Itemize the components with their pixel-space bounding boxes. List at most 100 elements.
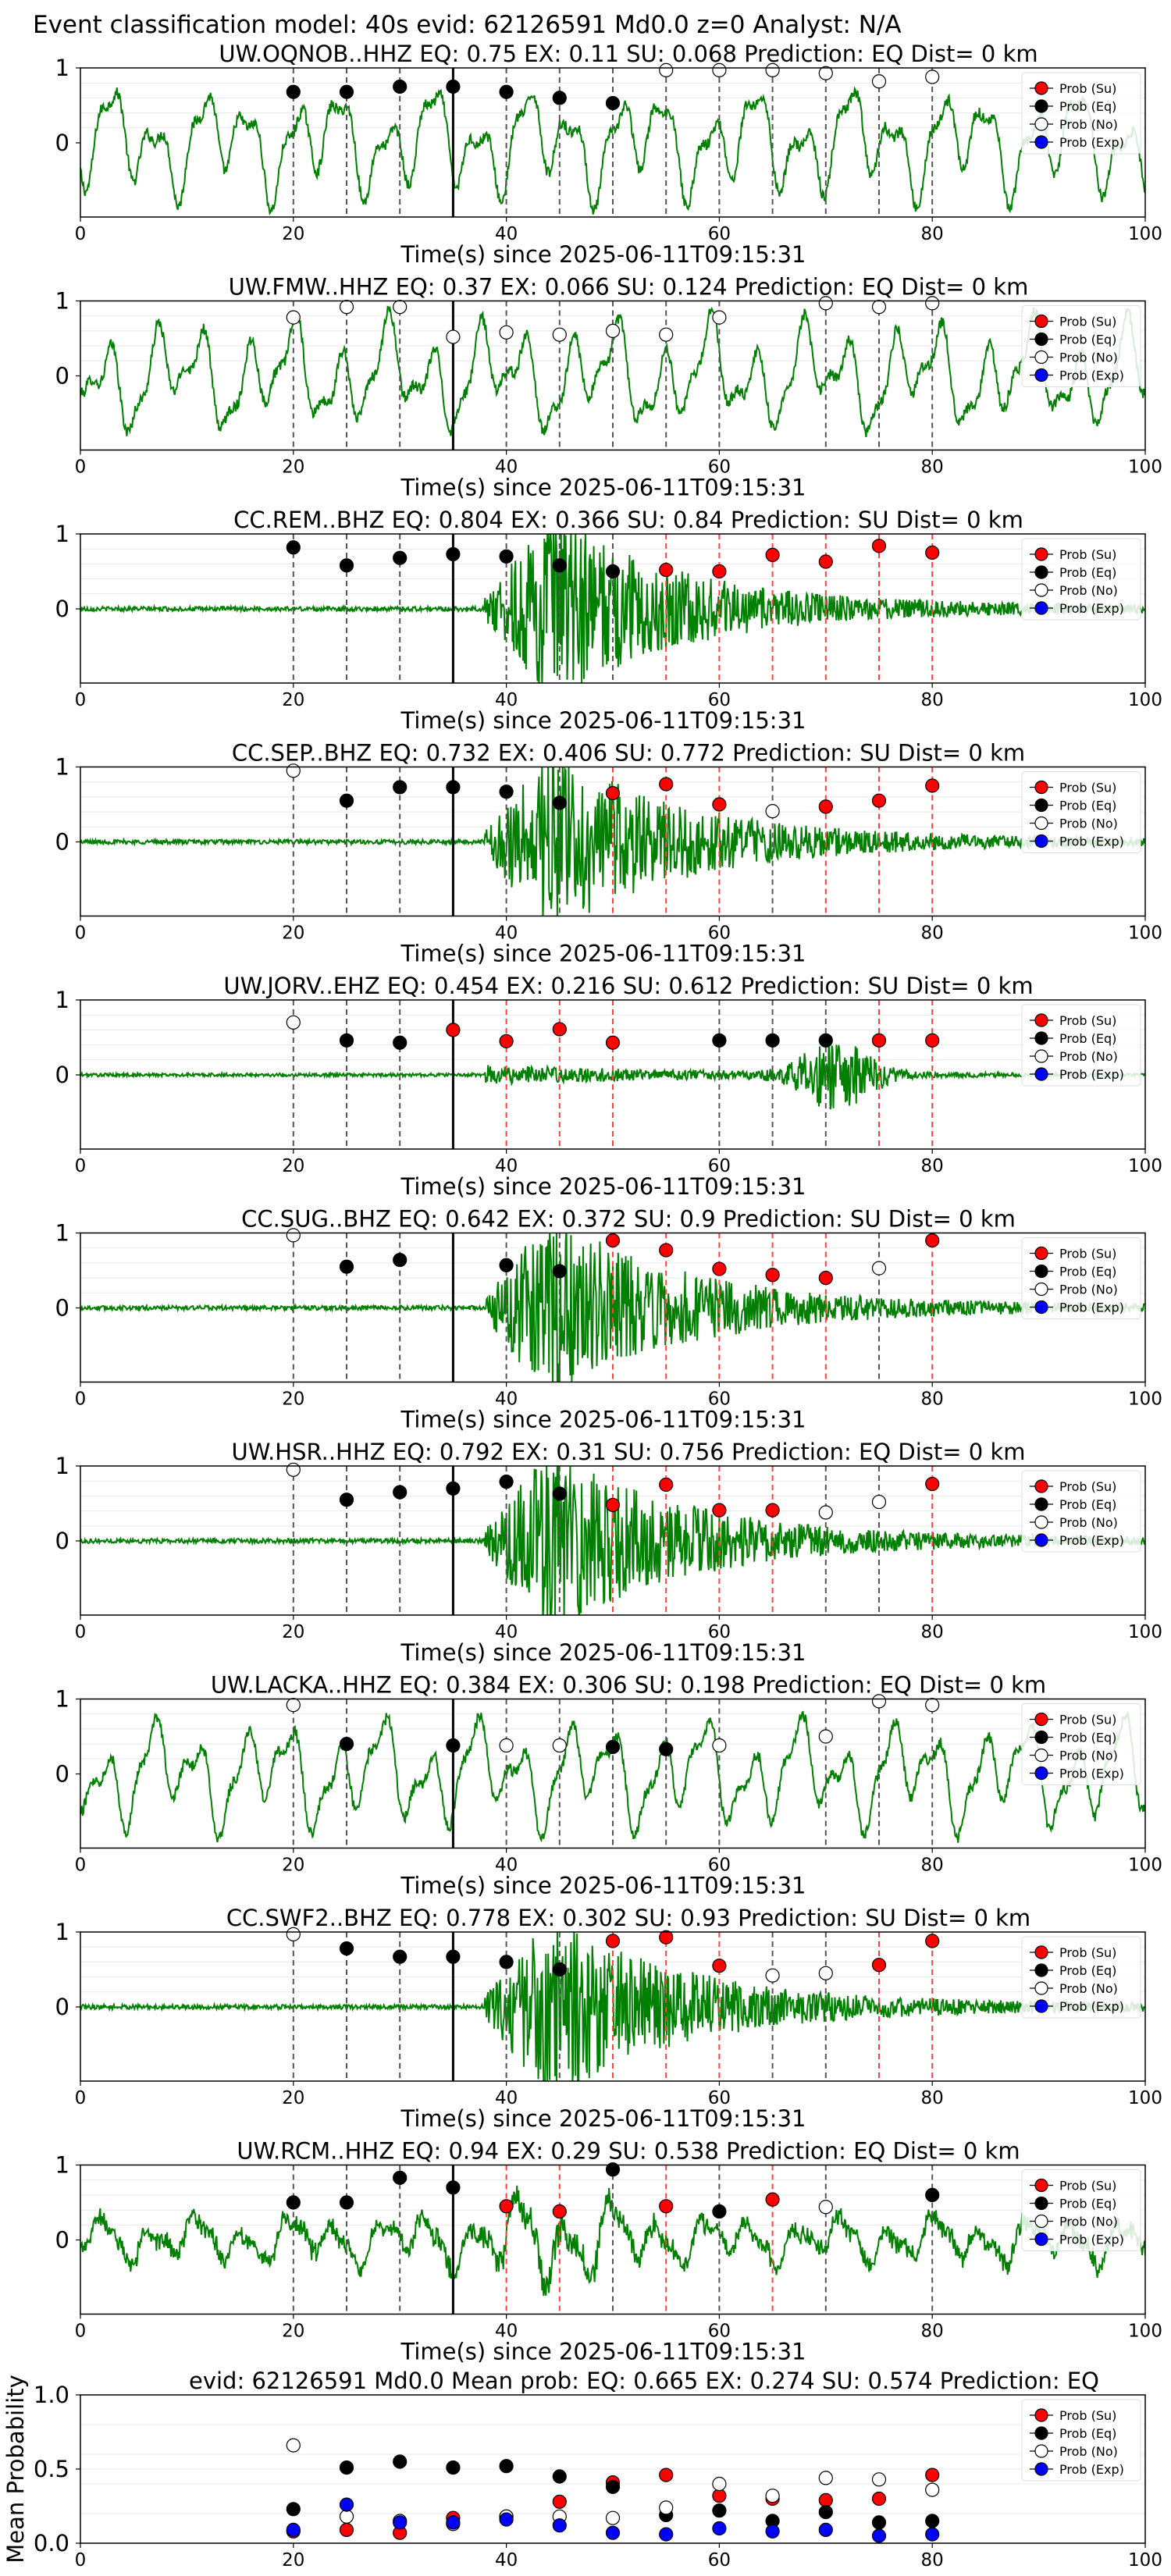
legend-marker-exp [1034,601,1048,615]
prob-point-su [765,1503,780,1517]
mean-point-no [712,2476,727,2492]
legend-label-exp: Prob (Exp) [1059,1533,1124,1548]
prob-point-eq [286,540,301,555]
legend-label-no: Prob (No) [1059,2444,1118,2459]
x-tick-label: 20 [282,2550,304,2571]
x-tick-label: 60 [708,1156,731,1176]
mean-point-exp [499,2512,514,2527]
x-tick-label: 60 [708,2088,731,2108]
x-tick-label: 40 [495,2322,518,2342]
prob-point-su [605,785,621,801]
mean-point-no [286,2438,301,2453]
prob-point-su [925,545,940,560]
panel-cc-swf2-bhz: CC.SWF2..BHZ EQ: 0.778 EX: 0.302 SU: 0.9… [55,1905,1162,2132]
legend: Prob (Su) Prob (Eq) Prob (No) Prob (Exp) [1021,72,1141,155]
prob-point-su [765,547,780,562]
prob-point-eq [499,1258,514,1272]
prob-point-su [659,1930,674,1944]
prob-point-no [499,1738,514,1753]
y-tick-label: 1 [55,521,69,547]
x-tick-label: 100 [1128,2088,1162,2108]
x-tick-label: 40 [495,2550,518,2571]
legend-label-exp: Prob (Exp) [1059,2462,1124,2477]
legend-marker-no [1034,1282,1048,1297]
y-tick-label: 1 [55,1919,69,1945]
prob-point-no [446,329,461,344]
prob-point-su [871,1958,887,1973]
prob-point-eq [339,1259,354,1274]
mean-point-exp [605,2525,621,2540]
prob-point-eq [339,2195,354,2210]
prob-point-su [712,564,727,579]
prob-point-no [712,310,727,325]
legend-label-su: Prob (Su) [1059,1713,1116,1727]
y-tick-label: 0 [55,2227,69,2254]
prob-point-su [818,554,833,569]
y-tick-label: 0.5 [34,2456,69,2482]
x-tick-label: 40 [495,224,518,244]
y-tick-label: 1 [55,1220,69,1247]
mean-point-eq [499,2459,514,2474]
x-tick-label: 40 [495,457,518,478]
prob-point-eq [339,558,354,573]
prob-point-su [499,2199,514,2214]
x-tick-label: 0 [75,2322,87,2342]
panel-title: CC.REM..BHZ EQ: 0.804 EX: 0.366 SU: 0.84… [233,507,1023,533]
legend-label-exp: Prob (Exp) [1059,1999,1124,2014]
x-tick-label: 80 [921,1856,944,1876]
legend-label-su: Prob (Su) [1059,315,1116,329]
legend-marker-exp [1034,135,1048,149]
prob-point-su [765,1268,780,1283]
mean-point-eq [712,2503,727,2518]
panel-title: CC.SEP..BHZ EQ: 0.732 EX: 0.406 SU: 0.77… [232,740,1025,767]
legend-marker-eq [1034,1497,1048,1511]
legend-marker-no [1034,583,1048,597]
panel-title: UW.LACKA..HHZ EQ: 0.384 EX: 0.306 SU: 0.… [211,1672,1046,1699]
prob-point-eq [499,1955,514,1969]
prob-point-eq [446,2180,461,2195]
legend-label-no: Prob (No) [1059,1283,1118,1297]
legend-marker-no [1034,350,1048,365]
legend-label-eq: Prob (Eq) [1059,2197,1116,2211]
prob-point-eq [446,780,461,795]
prob-point-eq [393,780,408,795]
x-tick-label: 20 [282,457,304,478]
panel-cc-sep-bhz: CC.SEP..BHZ EQ: 0.732 EX: 0.406 SU: 0.77… [55,740,1162,967]
mean-point-no [818,2471,833,2485]
legend-marker-exp [1034,368,1048,382]
prob-point-su [446,1023,461,1037]
prob-point-eq [286,2195,301,2210]
legend-marker-exp [1034,1533,1048,1547]
x-tick-label: 60 [708,1389,731,1410]
x-tick-label: 20 [282,1389,304,1410]
x-tick-label: 80 [921,224,944,244]
prob-point-eq [393,2170,408,2185]
mean-point-su [552,2494,567,2509]
legend-label-exp: Prob (Exp) [1059,1767,1124,1781]
mean-point-no [605,2510,621,2525]
x-tick-label: 40 [495,923,518,944]
legend-marker-su [1034,1479,1048,1493]
y-tick-label: 1 [55,55,69,81]
prob-point-su [712,1503,727,1517]
x-tick-label: 0 [75,1622,87,1642]
prob-point-no [818,1729,833,1744]
mean-point-exp [871,2528,887,2543]
prob-point-eq [446,79,461,94]
panel-title: evid: 62126591 Md0.0 Mean prob: EQ: 0.66… [189,2368,1099,2394]
mean-point-exp [659,2527,674,2542]
y-tick-label: 1 [55,754,69,781]
x-tick-label: 20 [282,224,304,244]
prob-point-no [712,1738,727,1753]
prob-point-no [871,74,887,89]
prob-point-eq [659,1742,674,1756]
x-axis-label: Time(s) since 2025-06-11T09:15:31 [400,707,806,734]
legend-marker-exp [1034,1300,1048,1315]
prob-point-no [286,310,301,325]
prob-point-eq [499,785,514,799]
x-tick-label: 100 [1128,690,1162,710]
x-tick-label: 20 [282,690,304,710]
mean-point-no [925,2482,940,2497]
mean-point-exp [393,2515,408,2530]
legend-marker-eq [1034,1963,1048,1977]
